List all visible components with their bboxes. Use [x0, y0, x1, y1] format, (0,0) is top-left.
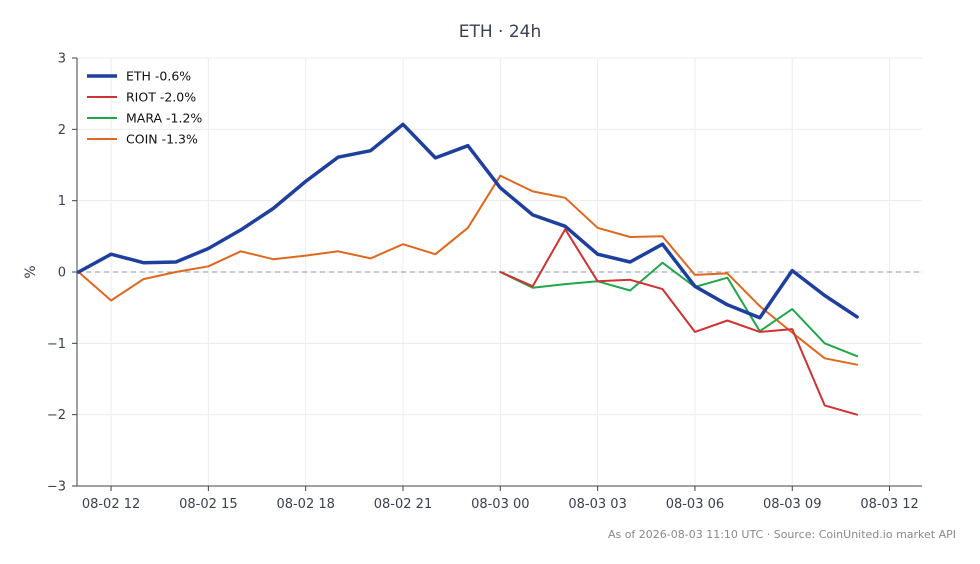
x-tick-label: 08-03 06: [666, 497, 724, 512]
y-axis-label: %: [23, 265, 39, 278]
y-tick-label: −3: [47, 480, 66, 495]
series-line-eth: [76, 122, 859, 320]
grid: [77, 57, 922, 487]
y-tick-label: −2: [47, 408, 66, 423]
y-tick-label: 2: [58, 123, 66, 138]
series-line-riot: [499, 228, 859, 416]
legend-label: MARA -1.2%: [126, 111, 202, 126]
y-tick-label: 3: [58, 52, 66, 67]
y-tick-label: −1: [47, 337, 66, 352]
x-tick-label: 08-02 21: [374, 497, 432, 512]
chart-title: ETH · 24h: [459, 22, 542, 42]
x-tick-label: 08-03 03: [568, 497, 626, 512]
x-tick-label: 08-03 12: [860, 497, 918, 512]
y-tick-label: 1: [58, 194, 66, 209]
x-tick-labels: 08-02 12 08-02 15 08-02 18 08-02 21 08-03 00…: [82, 497, 919, 512]
series-line-mara: [499, 261, 859, 358]
footer-note: As of 2026-08-03 11:10 UTC · Source: Coi…: [608, 528, 956, 541]
legend: ETH -0.6% RIOT -2.0% MARA -1.2% COIN -1.3%: [87, 69, 202, 147]
x-tick-label: 08-02 15: [179, 497, 237, 512]
series-lines: [76, 122, 859, 416]
legend-label: COIN -1.3%: [126, 132, 198, 147]
y-tick-label: 0: [58, 266, 66, 281]
legend-label: RIOT -2.0%: [126, 90, 196, 105]
x-tick-label: 08-02 12: [82, 497, 140, 512]
y-tick-labels: −3 −2 −1 0 1 2 3: [47, 52, 66, 495]
axes: [72, 57, 922, 491]
series-line-coin: [77, 174, 859, 366]
legend-label: ETH -0.6%: [126, 69, 191, 84]
x-tick-label: 08-03 09: [763, 497, 821, 512]
x-tick-label: 08-03 00: [471, 497, 529, 512]
x-tick-label: 08-02 18: [276, 497, 334, 512]
